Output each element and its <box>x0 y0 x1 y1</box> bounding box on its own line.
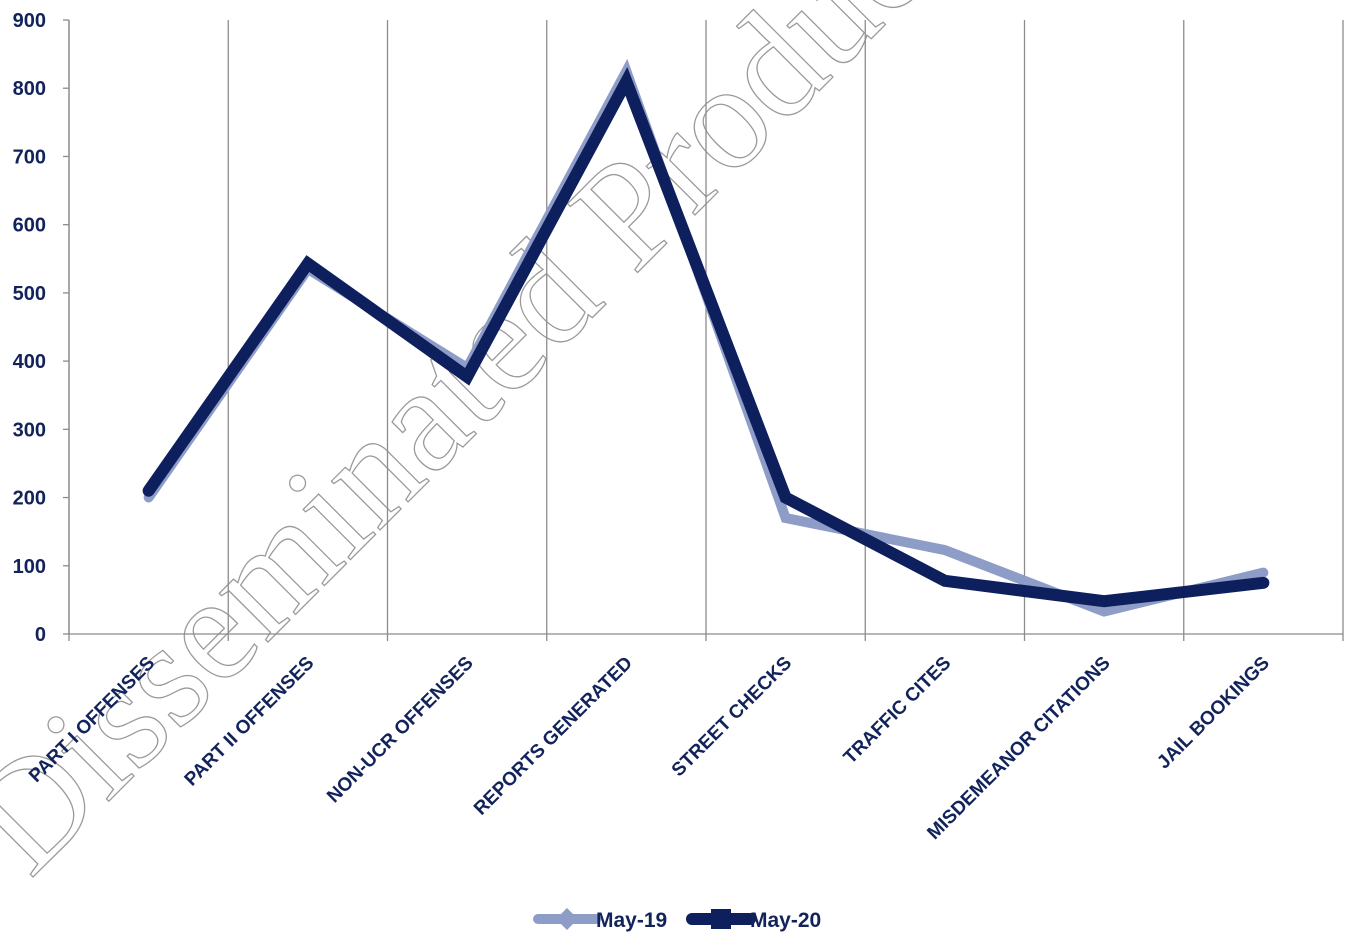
x-tick-label: STREET CHECKS <box>668 653 796 781</box>
x-tick-label: JAIL BOOKINGS <box>1153 653 1274 774</box>
y-tick-label: 400 <box>13 351 46 373</box>
y-tick-label: 500 <box>13 283 46 305</box>
y-tick-label: 800 <box>13 78 46 100</box>
data-point <box>623 78 630 85</box>
y-tick-label: 200 <box>13 488 46 510</box>
data-point <box>782 494 789 501</box>
x-tick-label: TRAFFIC CITES <box>840 653 956 769</box>
legend-item-may-20: May-20 <box>686 909 821 932</box>
legend-marker <box>711 909 731 929</box>
data-point <box>782 515 789 522</box>
y-tick-label: 700 <box>13 146 46 168</box>
data-point <box>145 487 152 494</box>
data-point <box>464 373 471 380</box>
x-tick-label: NON-UCR OFFENSES <box>323 653 477 807</box>
y-tick-label: 900 <box>13 10 46 32</box>
y-tick-label: 600 <box>13 215 46 237</box>
y-axis-ticks: 0 100 200 300 400 500 600 700 800 900 <box>13 10 69 646</box>
data-point <box>304 260 311 267</box>
y-tick-label: 300 <box>13 419 46 441</box>
data-point <box>941 547 948 554</box>
gridlines <box>68 20 1344 641</box>
data-point <box>1260 569 1267 576</box>
data-point <box>941 577 948 584</box>
data-point <box>1260 579 1267 586</box>
x-tick-label: REPORTS GENERATED <box>470 653 637 820</box>
data-point <box>1101 598 1108 605</box>
series-line-may-20 <box>142 67 1270 608</box>
data-point <box>1101 608 1108 615</box>
legend-label: May-19 <box>596 909 667 932</box>
y-tick-label: 0 <box>35 624 46 646</box>
legend-marker <box>556 908 578 930</box>
legend: May-19 May-20 <box>533 908 821 932</box>
legend-item-may-19: May-19 <box>533 908 667 932</box>
y-tick-label: 100 <box>13 556 46 578</box>
x-tick-label: MISDEMEANOR CITATIONS <box>923 653 1114 844</box>
series-lines <box>142 58 1270 617</box>
legend-label: May-20 <box>750 909 821 932</box>
